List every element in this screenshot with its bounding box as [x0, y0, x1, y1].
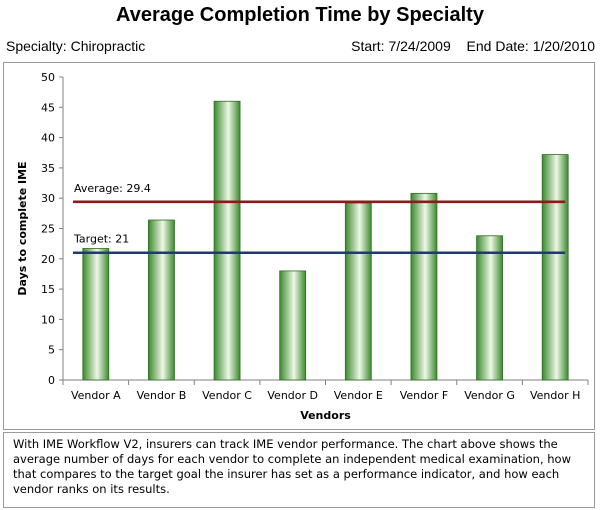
y-axis-title: Days to complete IME [16, 161, 29, 295]
bar-vendor-g [476, 235, 503, 381]
specialty-value: Chiropractic [70, 38, 146, 54]
specialty-info: Specialty: Chiropractic [6, 38, 145, 54]
target-line-label: Target: 21 [73, 233, 129, 246]
date-range: Start: 7/24/2009 End Date: 1/20/2010 [351, 38, 595, 54]
end-value: 1/20/2010 [532, 38, 595, 54]
x-tick-label: Vendor B [137, 389, 187, 402]
x-tick-label: Vendor H [530, 389, 580, 402]
chart-area: 0 5 10 15 20 25 30 35 40 45 50 Vendor A Vendor B Vend… [3, 62, 595, 430]
x-tick-label: Vendor C [202, 389, 252, 402]
y-tick-label: 40 [41, 132, 55, 145]
bar-vendor-d [279, 270, 307, 381]
y-tick-label: 20 [41, 253, 55, 266]
bar-chart: 0 5 10 15 20 25 30 35 40 45 50 Vendor A Vendor B Vend… [16, 71, 589, 422]
bar-vendor-h [541, 154, 569, 381]
y-tick-label: 0 [48, 374, 55, 387]
y-tick-label: 10 [41, 313, 55, 326]
specialty-label: Specialty: [6, 38, 67, 54]
bar-vendor-f [410, 192, 438, 381]
caption: With IME Workflow V2, insurers can track… [3, 432, 595, 508]
y-tick-label: 25 [41, 223, 55, 236]
y-tick-label: 35 [41, 162, 55, 175]
x-axis-title: Vendors [300, 409, 351, 422]
bar-vendor-b [148, 219, 175, 381]
y-tick-label: 15 [41, 283, 55, 296]
x-tick-label: Vendor D [267, 389, 318, 402]
bar-vendor-a [82, 248, 110, 381]
y-tick-label: 45 [41, 101, 55, 114]
x-tick-label: Vendor F [400, 389, 448, 402]
x-tick-label: Vendor G [464, 389, 515, 402]
bar-vendor-e [344, 202, 372, 381]
y-tick-label: 50 [41, 71, 55, 84]
x-tick-label: Vendor A [71, 389, 121, 402]
page-title: Average Completion Time by Specialty [116, 4, 484, 26]
x-tick-label: Vendor E [334, 389, 383, 402]
y-tick-label: 30 [41, 192, 55, 205]
average-line-label: Average: 29.4 [74, 182, 151, 195]
y-tick-label: 5 [48, 344, 55, 357]
bar-vendor-c [213, 100, 241, 381]
end-label: End Date: [466, 38, 529, 54]
start-label: Start: [351, 38, 385, 54]
start-value: 7/24/2009 [388, 38, 451, 54]
